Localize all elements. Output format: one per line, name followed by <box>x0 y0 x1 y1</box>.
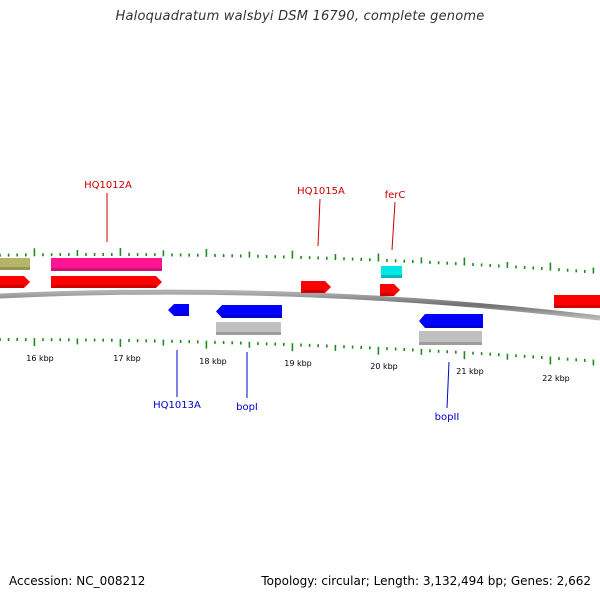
cds-forward-HQ1012A <box>51 276 162 288</box>
misc-feature-bopII <box>419 331 482 345</box>
leader-ferC <box>391 201 396 251</box>
misc-feature-bopI-shade <box>216 332 281 335</box>
leader-HQ1015A <box>317 198 321 247</box>
cds-reverse-bopI-shade <box>222 315 282 318</box>
cds-forward-left-shade <box>0 285 24 288</box>
genome-backbone <box>0 289 600 321</box>
feature-track <box>0 258 600 345</box>
inner-tick-marks <box>0 338 595 366</box>
cds-reverse-bopII <box>419 314 483 328</box>
scale-label-19kbp: 19 kbp <box>284 359 312 368</box>
cds-reverse-bopII-shade <box>425 325 483 328</box>
cds-reverse-bopI <box>216 305 282 318</box>
cds-forward-ferC-shade <box>380 293 394 296</box>
cds-forward-right-shade <box>554 305 600 308</box>
cds-forward-HQ1012A-shade <box>51 285 156 288</box>
gene-label-HQ1012A[interactable]: HQ1012A <box>84 180 132 191</box>
misc-feature-bopI <box>216 322 281 335</box>
gene-label-ferC[interactable]: ferC <box>385 190 406 201</box>
gene-label-HQ1013A[interactable]: HQ1013A <box>153 400 201 411</box>
map-title: Haloquadratum walsbyi DSM 16790, complet… <box>115 9 485 24</box>
cds-forward-left <box>0 276 30 288</box>
accession-text: Accession: NC_008212 <box>9 574 146 588</box>
scale-label-16kbp: 16 kbp <box>26 354 54 363</box>
genome-summary-text: Topology: circular; Length: 3,132,494 bp… <box>261 574 591 588</box>
feature-olive-left-shade <box>0 267 30 270</box>
cds-reverse-HQ1013A-shade <box>174 313 189 316</box>
gene-label-bopI[interactable]: bopI <box>236 402 258 413</box>
scale-label-21kbp: 21 kbp <box>456 367 484 376</box>
cds-forward-right <box>554 295 600 308</box>
feature-magenta <box>51 258 162 271</box>
scale-label-22kbp: 22 kbp <box>542 374 570 383</box>
scale-label-17kbp: 17 kbp <box>113 354 141 363</box>
misc-feature-bopII-shade <box>419 342 482 345</box>
outer-tick-marks <box>0 248 595 274</box>
feature-cyan-ferC-shade <box>381 275 402 278</box>
scale-label-18kbp: 18 kbp <box>199 357 227 366</box>
feature-magenta-shade <box>51 268 162 271</box>
feature-cyan-ferC <box>381 266 402 278</box>
cds-forward-ferC <box>380 284 400 296</box>
feature-olive-left <box>0 258 30 270</box>
label-leader-lines <box>106 193 450 409</box>
cds-reverse-HQ1013A <box>168 304 189 316</box>
leader-bopII <box>446 361 450 409</box>
gene-label-HQ1015A[interactable]: HQ1015A <box>297 186 345 197</box>
cds-forward-HQ1015A-shade <box>301 290 325 293</box>
gene-label-bopII[interactable]: bopII <box>435 412 460 423</box>
scale-label-20kbp: 20 kbp <box>370 362 398 371</box>
cds-forward-HQ1015A <box>301 281 331 293</box>
